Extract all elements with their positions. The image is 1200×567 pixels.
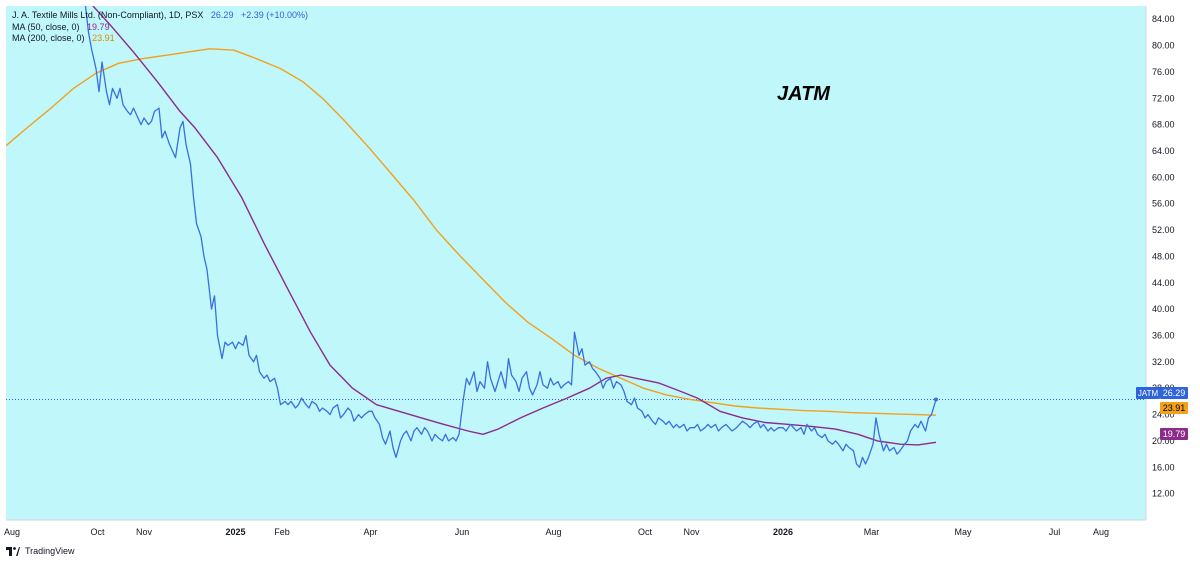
legend-ma50-row[interactable]: MA (50, close, 0) 19.79: [12, 22, 110, 32]
tradingview-brand[interactable]: TradingView: [25, 546, 75, 556]
price-tick-label: 48.00: [1152, 251, 1175, 261]
price-tick-label: 56.00: [1152, 199, 1175, 209]
price-tick-label: 40.00: [1152, 304, 1175, 314]
footer: TradingView: [6, 544, 75, 558]
price-tick-label: 16.00: [1152, 462, 1175, 472]
ma200-line[interactable]: [6, 48, 937, 416]
time-tick-label: Jun: [455, 527, 470, 537]
ticker-tag: JATM: [1138, 389, 1159, 398]
legend-ma200-label: MA (200, close, 0): [12, 33, 85, 43]
legend-ma50-label: MA (50, close, 0): [12, 22, 80, 32]
time-axis-background: [0, 520, 1200, 542]
time-tick-label: Aug: [545, 527, 561, 537]
price-tick-label: 60.00: [1152, 172, 1175, 182]
price-tick-label: 64.00: [1152, 146, 1175, 156]
price-tag: 26.29: [1163, 388, 1186, 398]
ma200-tag-bg: [1160, 402, 1188, 414]
price-tick-label: 68.00: [1152, 120, 1175, 130]
legend-symbol: J. A. Textile Mills Ltd. (Non-Compliant)…: [12, 10, 203, 20]
price-tag-bg: [1160, 387, 1188, 399]
time-tick-label: Aug: [1093, 527, 1109, 537]
ma50-tag: 19.79: [1163, 429, 1186, 439]
price-tags: JATM 26.29 23.91 19.79: [1136, 387, 1188, 440]
legend-ma50-value: 19.79: [87, 22, 110, 32]
ticker-tag-bg: [1136, 387, 1160, 399]
tradingview-logo-icon: [6, 546, 20, 556]
time-tick-label: Mar: [864, 527, 880, 537]
legend-symbol-row[interactable]: J. A. Textile Mills Ltd. (Non-Compliant)…: [12, 10, 308, 20]
chart-annotation: JATM: [777, 83, 831, 105]
time-tick-label: Nov: [683, 527, 700, 537]
price-tick-label: 20.00: [1152, 436, 1175, 446]
time-tick-label: Apr: [363, 527, 377, 537]
legend-change: +2.39 (+10.00%): [241, 10, 308, 20]
legend[interactable]: J. A. Textile Mills Ltd. (Non-Compliant)…: [12, 10, 308, 43]
time-axis[interactable]: Aug Oct Nov 2025 Feb Apr Jun Aug Oct Nov 2026 Mar Ma…: [4, 527, 1109, 537]
legend-last-price: 26.29: [211, 10, 234, 20]
time-tick-label: Nov: [136, 527, 153, 537]
price-tick-label: 72.00: [1152, 93, 1175, 103]
series-layer: [6, 6, 1146, 468]
price-tick-label: 52.00: [1152, 225, 1175, 235]
time-tick-label: 2026: [773, 527, 793, 537]
price-tick-label: 36.00: [1152, 330, 1175, 340]
legend-ma200-row[interactable]: MA (200, close, 0) 23.91: [12, 33, 115, 43]
last-price-marker: [934, 397, 938, 402]
price-tick-label: 76.00: [1152, 67, 1175, 77]
time-tick-label: Aug: [4, 527, 20, 537]
time-tick-label: Jul: [1049, 527, 1061, 537]
time-tick-label: 2025: [225, 527, 245, 537]
ma50-line[interactable]: [92, 6, 937, 446]
time-tick-label: Feb: [274, 527, 290, 537]
chart-background: [6, 6, 1146, 520]
time-tick-label: Oct: [90, 527, 105, 537]
ma50-tag-bg: [1160, 428, 1188, 440]
price-tick-label: 80.00: [1152, 41, 1175, 51]
price-tick-label: 44.00: [1152, 278, 1175, 288]
ma200-tag: 23.91: [1163, 403, 1186, 413]
time-tick-label: Oct: [638, 527, 653, 537]
price-tick-label: 24.00: [1152, 410, 1175, 420]
price-tick-label: 32.00: [1152, 357, 1175, 367]
price-line[interactable]: [84, 6, 937, 468]
time-tick-label: May: [954, 527, 972, 537]
price-tick-label: 12.00: [1152, 489, 1175, 499]
price-tick-label: 84.00: [1152, 14, 1175, 24]
legend-ma200-value: 23.91: [92, 33, 115, 43]
